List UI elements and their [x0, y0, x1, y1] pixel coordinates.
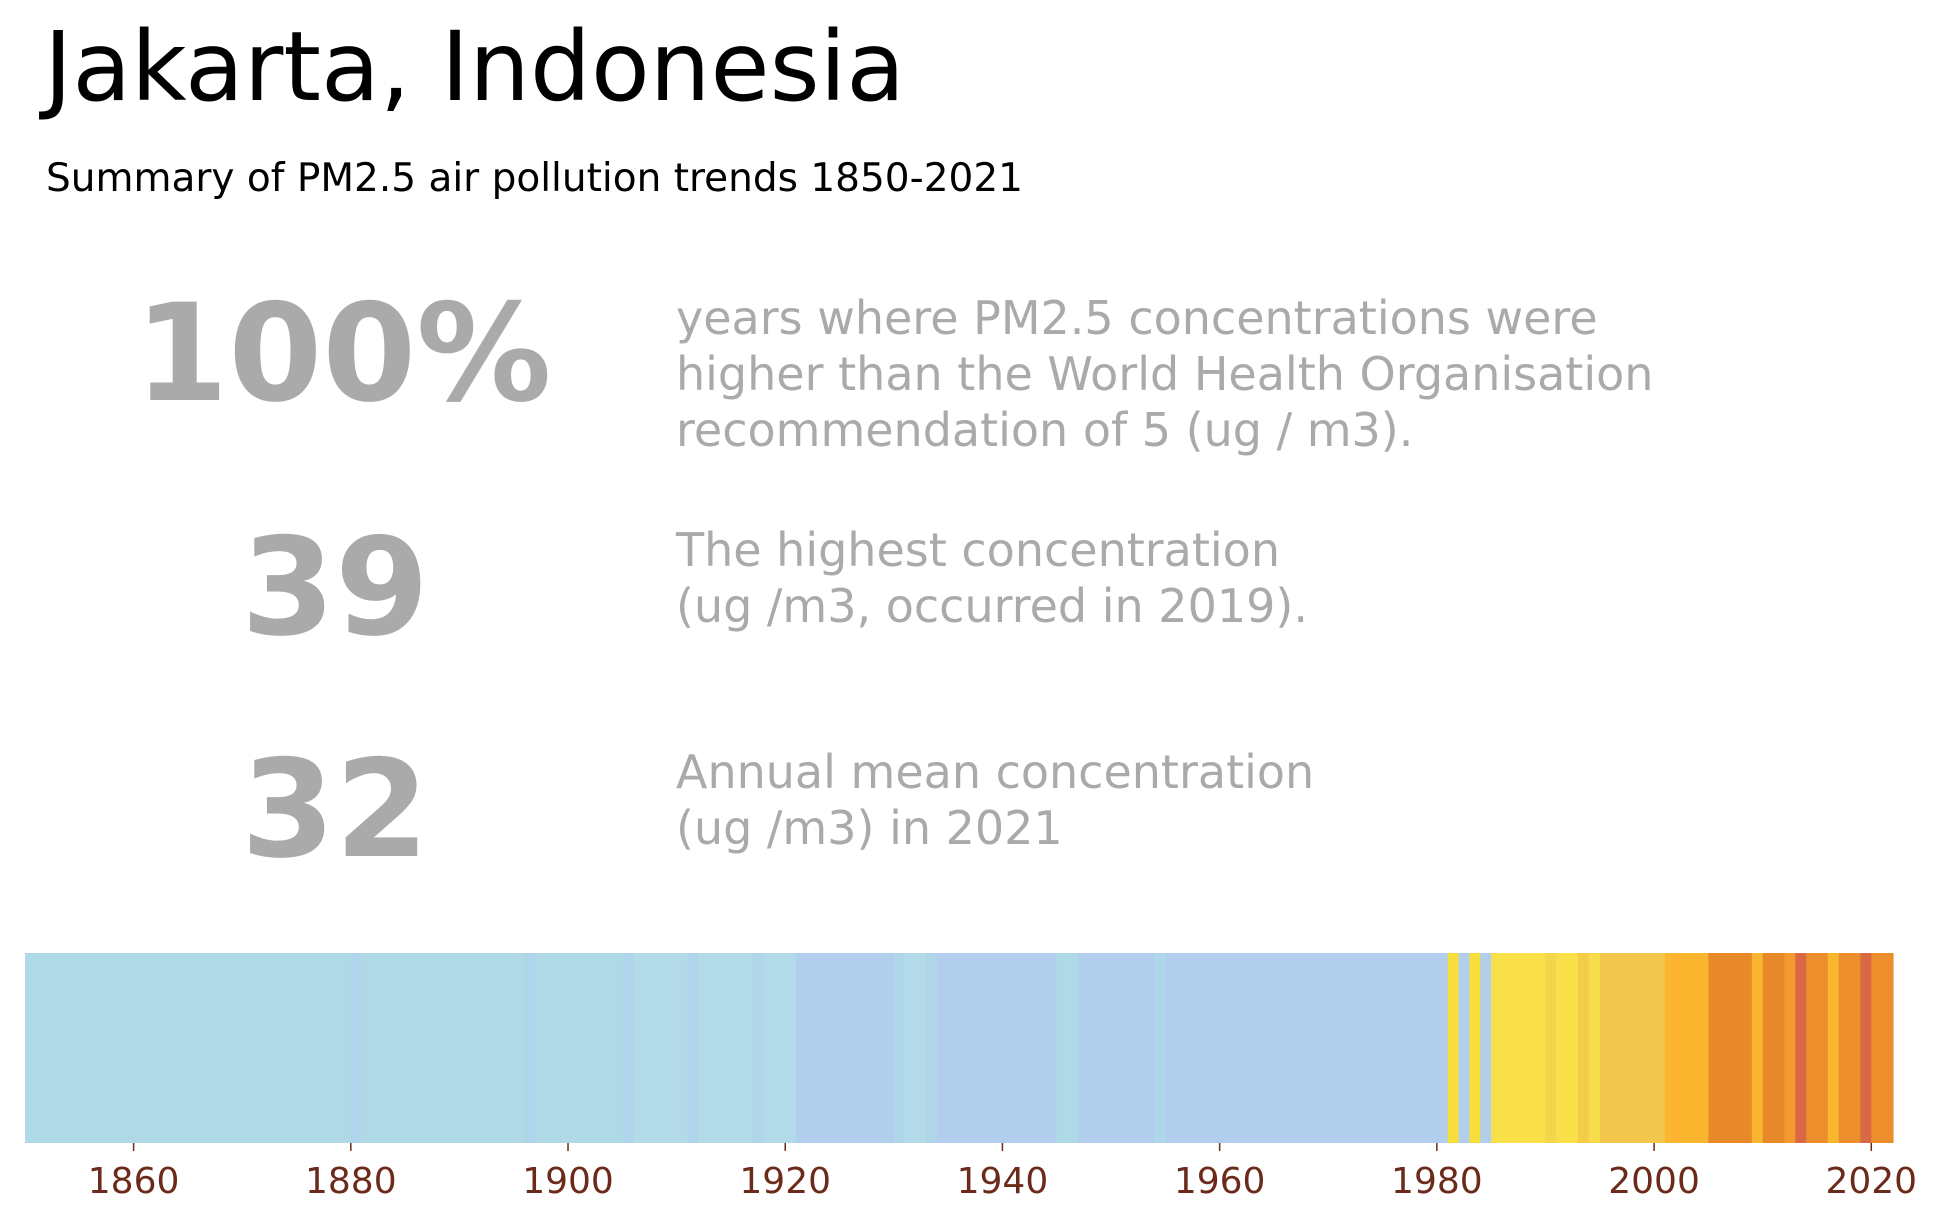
stat-desc-line: (ug /m3) in 2021	[676, 801, 1063, 855]
stat-value-annual-mean: 32	[241, 731, 429, 888]
stat-value-years-above-who: 100%	[134, 275, 552, 432]
stripe-1933	[926, 953, 938, 1143]
stat-desc-line: (ug /m3, occurred in 2019).	[676, 579, 1308, 633]
stripe-1905	[622, 953, 634, 1143]
stripe-1984	[1480, 953, 1492, 1143]
page-title: Jakarta, Indonesia	[44, 11, 906, 123]
stripe-2013	[1795, 953, 1807, 1143]
stripe-1954	[1154, 953, 1166, 1143]
stripe-1930	[893, 953, 906, 1143]
stripe-1921	[796, 953, 895, 1143]
x-axis-ticks: 1860 1880 1900 1920 1940 1960 1980 2000 2020	[88, 1143, 1917, 1202]
stripe-1850	[25, 953, 352, 1143]
stripe-2001	[1664, 953, 1709, 1143]
stat-desc-annual-mean: Annual mean concentration (ug /m3) in 20…	[676, 744, 1314, 856]
stat-desc-highest-concentration: The highest concentration (ug /m3, occur…	[676, 522, 1308, 634]
stripe-1990	[1545, 953, 1557, 1143]
stripe-1917	[752, 953, 765, 1143]
x-tick-label: 1980	[1391, 1161, 1483, 1202]
stripe-2019	[1860, 953, 1872, 1143]
stripe-1982	[1458, 953, 1471, 1143]
stat-desc-line: higher than the World Health Organisatio…	[676, 347, 1654, 401]
stripe-1947	[1078, 953, 1156, 1143]
stripe-1911	[687, 953, 699, 1143]
stripe-1934	[937, 953, 1058, 1143]
x-tick-label: 2020	[1825, 1161, 1917, 1202]
stripe-1897	[535, 953, 623, 1143]
stripe-1993	[1578, 953, 1590, 1143]
x-tick-label: 1940	[957, 1161, 1049, 1202]
stripe-1906	[633, 953, 689, 1143]
stripe-2005	[1708, 953, 1753, 1143]
stat-value-highest-concentration: 39	[241, 509, 429, 666]
x-tick-label: 1860	[88, 1161, 180, 1202]
stripe-1995	[1599, 953, 1666, 1143]
stripe-2018	[1849, 953, 1862, 1143]
page-subtitle: Summary of PM2.5 air pollution trends 18…	[46, 156, 1023, 201]
stripe-1983	[1469, 953, 1481, 1143]
stripe-2020	[1871, 953, 1894, 1143]
stat-desc-years-above-who: years where PM2.5 concentrations were hi…	[676, 290, 1653, 458]
stripe-1985	[1491, 953, 1547, 1143]
stripe-1881	[361, 953, 526, 1143]
x-tick-label: 1960	[1174, 1161, 1266, 1202]
x-tick-label: 2000	[1608, 1161, 1700, 1202]
stripe-1880	[350, 953, 363, 1143]
stripe-1981	[1447, 953, 1460, 1143]
stripe-1991	[1556, 953, 1579, 1143]
stripe-2014	[1806, 953, 1829, 1143]
stripe-2012	[1784, 953, 1796, 1143]
stat-desc-line: The highest concentration	[676, 523, 1280, 577]
x-tick-label: 1920	[739, 1161, 831, 1202]
stat-desc-line: Annual mean concentration	[676, 745, 1315, 799]
stat-desc-line: recommendation of 5 (ug / m3).	[676, 403, 1414, 457]
stripe-1912	[698, 953, 754, 1143]
stat-desc-line: years where PM2.5 concentrations were	[676, 291, 1598, 345]
x-tick-label: 1880	[305, 1161, 397, 1202]
stripe-2017	[1838, 953, 1851, 1143]
stripe-1945	[1056, 953, 1080, 1143]
stripe-1931	[904, 953, 928, 1143]
stripe-2016	[1827, 953, 1840, 1143]
x-tick-label: 1900	[522, 1161, 614, 1202]
stripe-2010	[1762, 953, 1785, 1143]
stripe-1994	[1588, 953, 1601, 1143]
stripe-1896	[524, 953, 537, 1143]
stripe-1955	[1165, 953, 1449, 1143]
stripe-2009	[1751, 953, 1764, 1143]
stripe-1918	[763, 953, 797, 1143]
stripes-group	[25, 953, 1894, 1143]
